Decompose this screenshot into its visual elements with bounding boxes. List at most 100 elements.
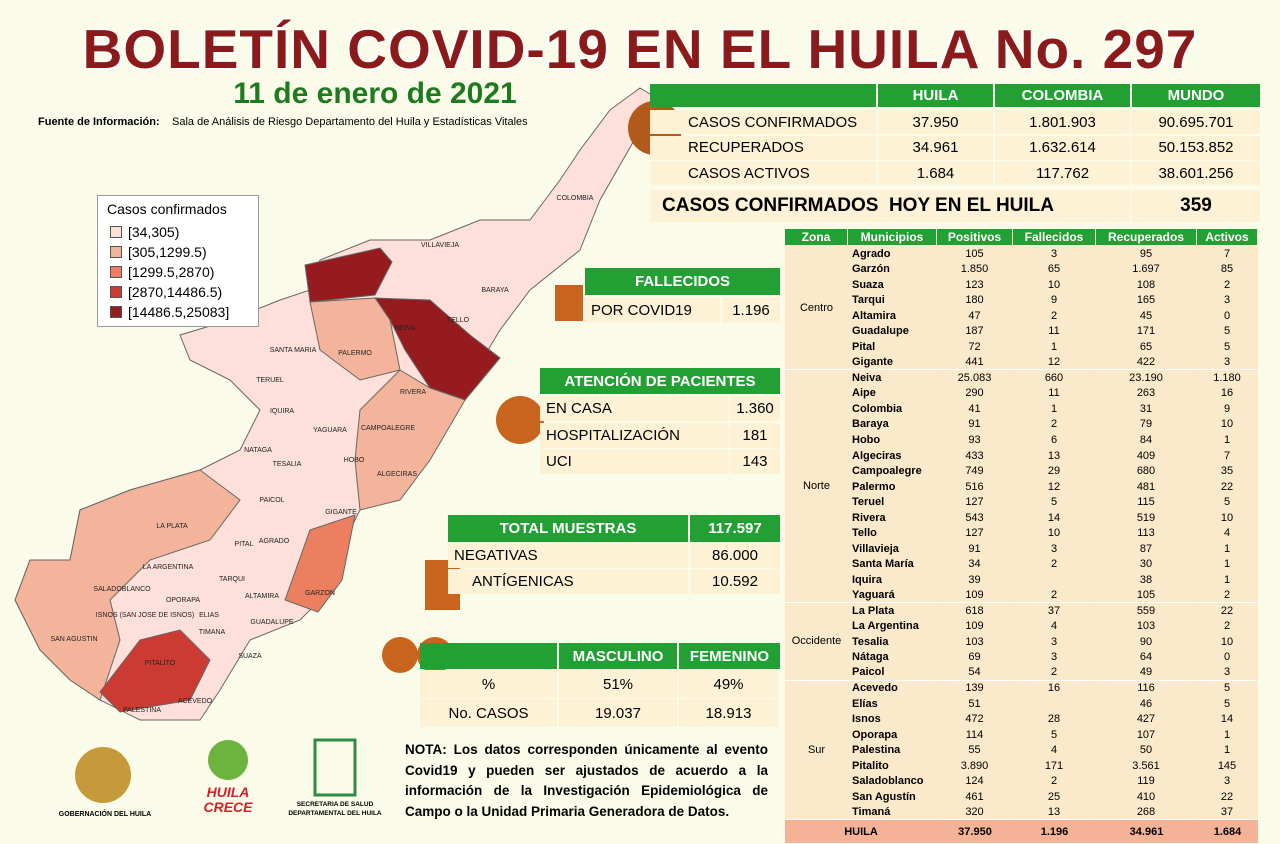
samples-label: NEGATIVAS: [448, 543, 688, 568]
table-cell: 3.890: [960, 759, 989, 772]
deaths-title: FALLECIDOS: [585, 268, 780, 295]
municipio: Pital: [852, 340, 876, 353]
summary-header-blank: [650, 84, 876, 107]
map-label: COLOMBIA: [557, 195, 594, 202]
table-cell: 25: [1047, 790, 1061, 803]
table-cell: 1: [1050, 402, 1058, 415]
total-cell: 1.684: [1213, 825, 1242, 838]
samples-value: 10.592: [690, 569, 780, 594]
table-cell: 145: [1217, 759, 1237, 772]
table-cell: 4: [1223, 527, 1231, 540]
logo-gobernacion: GOBERNACIÓN DEL HUILA: [58, 810, 152, 818]
table-cell: 7: [1223, 247, 1231, 260]
table-cell: 660: [1044, 371, 1064, 384]
total-cell: 34.961: [1129, 825, 1164, 838]
table-cell: 7: [1223, 449, 1231, 462]
deaths-value: 1.196: [722, 297, 780, 323]
table-cell: 91: [968, 418, 981, 431]
table-cell: 422: [1096, 355, 1196, 371]
summary-value: 34.961: [878, 135, 993, 160]
map-label: GUADALUPE: [250, 619, 294, 626]
table-cell: 12: [1047, 480, 1061, 493]
table-cell: 472: [965, 713, 984, 726]
nurse-icon: [496, 396, 544, 444]
map-label: TESALIA: [273, 461, 302, 468]
summary-value: 1.684: [878, 161, 993, 185]
map-label: IQUIRA: [270, 408, 294, 415]
table-cell: 0: [1223, 309, 1231, 322]
municipio: Iquira: [852, 573, 882, 586]
map-label: PITAL: [235, 541, 254, 548]
municipio: Palermo: [852, 480, 896, 493]
legend-swatch: [110, 246, 122, 258]
table-cell: 22: [1220, 604, 1234, 617]
table-cell: 1.180: [1213, 371, 1241, 384]
table-cell: 461: [965, 790, 984, 803]
table-cell: 5: [1223, 496, 1231, 509]
summary-label: CASOS CONFIRMADOS: [650, 110, 876, 134]
map-label: SUAZA: [238, 653, 262, 660]
map-label: PAICOL: [259, 497, 284, 504]
table-cell: 107: [1136, 728, 1156, 741]
table-cell: 10: [1047, 278, 1061, 291]
municipio: Tarqui: [852, 294, 885, 307]
table-cell: 69: [968, 651, 981, 664]
map-label: SAN AGUSTIN: [50, 636, 97, 643]
table-cell: 105: [965, 247, 984, 260]
table-cell: 180: [965, 294, 984, 307]
map-label: LA PLATA: [156, 523, 188, 530]
table-cell: 34: [968, 558, 981, 571]
table-cell: 31: [1139, 402, 1153, 415]
table-cell: 139: [965, 682, 984, 695]
municipio: Saladoblanco: [852, 775, 924, 788]
municipio: Tello: [852, 527, 877, 540]
table-cell: 3: [1050, 247, 1058, 260]
municipio: Guadalupe: [852, 325, 909, 338]
summary-value: 37.950: [878, 110, 993, 134]
logo-secretaria: SECRETARIA DE SALUD: [296, 801, 374, 808]
legend-swatch: [110, 286, 122, 298]
table-cell: 30: [1139, 558, 1153, 571]
crece-logo: [208, 740, 248, 780]
map-label: TIMANA: [199, 629, 226, 636]
table-bg: [785, 229, 1258, 841]
table-cell: 5: [1223, 682, 1231, 695]
table-cell: 187: [965, 325, 984, 338]
summary-label: RECUPERADOS: [650, 135, 876, 160]
table-cell: [1013, 696, 1095, 712]
table-cell: 481: [1136, 480, 1156, 493]
municipio: Santa María: [852, 558, 914, 571]
today-value: 359: [1132, 190, 1260, 222]
care-value: 143: [730, 449, 780, 474]
secretaria-logo: [313, 738, 357, 797]
zone-label: Centro: [785, 246, 848, 371]
municipio: Tesalia: [852, 635, 889, 648]
table-cell: 49: [1096, 665, 1196, 681]
table-cell: 2: [1013, 587, 1095, 603]
table-cell: 171: [1044, 759, 1064, 772]
table-cell: 543: [965, 511, 984, 524]
map-label: NEIVA: [395, 325, 416, 332]
table-cell: 559: [1136, 604, 1156, 617]
table-cell: 410: [1136, 790, 1156, 803]
table-cell: 427: [1136, 713, 1156, 726]
map-label: TARQUI: [219, 576, 245, 583]
table-cell: 519: [1136, 511, 1156, 524]
table-cell: 116: [1137, 682, 1155, 695]
table-cell: 93: [968, 433, 981, 446]
sex-header: FEMENINO: [679, 643, 780, 669]
samples-total: 117.597: [690, 515, 780, 542]
municipio: Nátaga: [852, 651, 889, 664]
total-label: HUILA: [844, 825, 878, 838]
deaths-label: POR COVID19: [585, 297, 720, 323]
municipio: Suaza: [852, 278, 884, 291]
map-label: NATAGA: [244, 447, 272, 454]
municipio: Agrado: [852, 247, 891, 260]
summary-value: 38.601.256: [1132, 161, 1260, 185]
note: NOTA: Los datos corresponden únicamente …: [405, 742, 768, 819]
table-cell: 114: [965, 728, 984, 741]
table-cell: 109: [937, 587, 1012, 603]
map-label: ALGECIRAS: [377, 471, 417, 478]
sex-label: %: [420, 670, 557, 698]
map-label: RIVERA: [400, 389, 426, 396]
